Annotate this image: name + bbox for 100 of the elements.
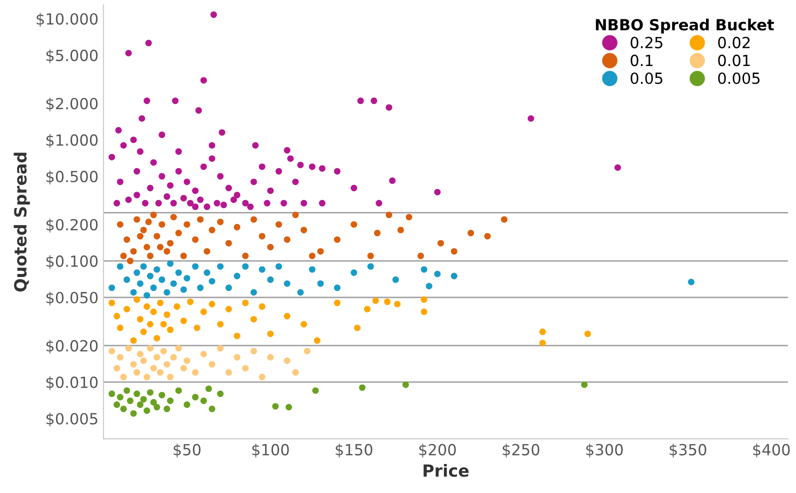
point — [225, 284, 232, 292]
point — [150, 284, 157, 292]
point — [150, 364, 157, 372]
point — [234, 354, 240, 361]
point — [124, 387, 130, 394]
point — [484, 232, 491, 240]
point — [304, 348, 310, 354]
point — [126, 398, 134, 404]
point — [154, 404, 160, 410]
legend-label: 0.05 — [630, 72, 662, 84]
point — [120, 374, 127, 380]
point — [114, 401, 120, 408]
point — [208, 361, 216, 368]
point — [175, 345, 182, 352]
point — [581, 381, 588, 388]
point — [108, 348, 116, 354]
point — [334, 300, 340, 306]
point — [170, 354, 177, 361]
point — [364, 306, 371, 312]
point — [314, 337, 320, 344]
point — [120, 252, 127, 260]
point — [108, 284, 116, 292]
y-tick-label: $0.500 — [46, 170, 98, 184]
point — [130, 337, 137, 344]
y-tick-label: $0.010 — [46, 376, 98, 390]
point — [204, 269, 210, 276]
point — [184, 401, 190, 408]
point — [205, 385, 212, 392]
point — [167, 398, 174, 404]
point — [136, 350, 144, 358]
point — [200, 398, 207, 404]
point — [180, 318, 187, 324]
point — [234, 224, 240, 230]
point — [350, 221, 358, 228]
point — [374, 230, 381, 236]
point — [402, 381, 409, 388]
point — [350, 269, 358, 276]
point — [156, 244, 164, 250]
point — [217, 320, 224, 328]
point — [234, 272, 240, 280]
point — [167, 326, 174, 334]
point — [208, 278, 216, 284]
point — [145, 218, 152, 226]
point — [134, 369, 140, 376]
x-tick-label: $250 — [502, 444, 540, 458]
point — [242, 364, 249, 372]
point — [258, 374, 266, 380]
legend-label: 0.25 — [630, 36, 662, 48]
point — [217, 263, 224, 270]
point — [116, 263, 124, 270]
point — [146, 345, 154, 352]
x-tick-label: $400 — [753, 444, 790, 458]
point — [300, 226, 308, 234]
y-tick-label: $0.100 — [46, 255, 98, 269]
point — [167, 260, 174, 267]
point — [140, 263, 147, 270]
x-tick-label: $350 — [670, 444, 706, 458]
point — [584, 330, 591, 338]
point — [426, 282, 432, 290]
point — [434, 270, 441, 278]
point — [197, 216, 204, 223]
point — [180, 286, 187, 293]
point — [372, 297, 379, 304]
point — [108, 300, 116, 306]
point — [134, 296, 140, 303]
point — [284, 312, 290, 320]
y-tick-label: $0.005 — [46, 412, 98, 427]
point — [160, 348, 167, 354]
point — [200, 350, 207, 358]
point — [300, 320, 308, 328]
point — [242, 263, 249, 270]
point — [317, 280, 324, 287]
point — [258, 303, 266, 310]
point — [184, 357, 190, 364]
point — [114, 312, 120, 320]
point — [297, 289, 304, 296]
x-axis-title: Price — [424, 464, 469, 477]
x-tick-label: $200 — [419, 444, 456, 458]
point — [160, 320, 167, 328]
point — [308, 266, 316, 273]
point — [130, 410, 137, 417]
point — [450, 272, 458, 280]
point — [292, 369, 299, 376]
point — [250, 289, 258, 296]
point — [164, 311, 170, 318]
point — [284, 236, 290, 243]
y-tick-label: $10.000 — [36, 12, 98, 27]
y-tick-label: $0.020 — [46, 340, 98, 354]
y-axis-title: Quoted Spread — [14, 152, 30, 292]
y-tick-label: $0.200 — [46, 218, 98, 233]
point — [158, 276, 166, 283]
legend-label: 0.01 — [718, 54, 750, 66]
point — [276, 221, 282, 228]
point — [125, 345, 132, 352]
point — [354, 324, 361, 332]
point — [140, 357, 147, 364]
point — [134, 390, 140, 398]
x-tick-label: $300 — [586, 444, 623, 458]
point — [174, 303, 180, 310]
point — [136, 280, 144, 287]
